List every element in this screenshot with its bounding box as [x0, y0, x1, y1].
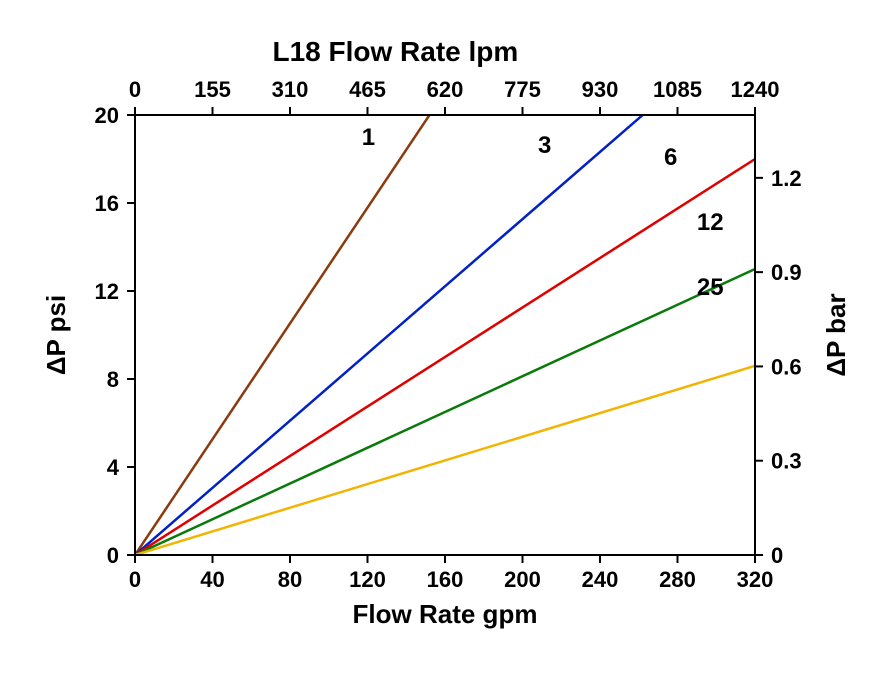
y-right-tick-label: 0 [771, 543, 783, 568]
x-tick-label: 160 [427, 567, 464, 592]
y-tick-label: 4 [107, 455, 120, 480]
x-top-tick-label: 1240 [731, 77, 780, 102]
y-tick-label: 0 [107, 543, 119, 568]
x-top-tick-label: 465 [349, 77, 386, 102]
chart-container: 04080120160200240280320Flow Rate gpm0155… [0, 0, 884, 684]
y-axis-title: ΔP psi [41, 295, 71, 375]
series-label: 12 [697, 209, 724, 236]
series-label: 3 [538, 132, 551, 159]
series-label: 1 [362, 124, 375, 151]
y-tick-label: 12 [95, 279, 119, 304]
y-right-axis-title: ΔP bar [821, 293, 851, 376]
y-tick-label: 16 [95, 191, 119, 216]
y-right-tick-label: 0.9 [771, 260, 802, 285]
y-right-tick-label: 0.6 [771, 354, 802, 379]
x-top-tick-label: 775 [504, 77, 541, 102]
x-top-tick-label: 620 [427, 77, 464, 102]
chart-svg: 04080120160200240280320Flow Rate gpm0155… [0, 0, 884, 684]
y-tick-label: 20 [95, 103, 119, 128]
x-tick-label: 0 [129, 567, 141, 592]
x-tick-label: 240 [582, 567, 619, 592]
chart-title: L18 Flow Rate lpm [272, 36, 518, 67]
x-tick-label: 200 [504, 567, 541, 592]
y-right-tick-label: 1.2 [771, 166, 802, 191]
y-tick-label: 8 [107, 367, 119, 392]
x-tick-label: 320 [737, 567, 774, 592]
x-top-tick-label: 1085 [653, 77, 702, 102]
x-tick-label: 80 [278, 567, 302, 592]
x-top-tick-label: 0 [129, 77, 141, 102]
x-axis-title: Flow Rate gpm [353, 599, 538, 629]
x-top-tick-label: 155 [194, 77, 231, 102]
y-right-tick-label: 0.3 [771, 449, 802, 474]
x-top-tick-label: 930 [582, 77, 619, 102]
series-label: 6 [664, 144, 677, 171]
x-tick-label: 280 [659, 567, 696, 592]
x-top-tick-label: 310 [272, 77, 309, 102]
x-tick-label: 40 [200, 567, 224, 592]
x-tick-label: 120 [349, 567, 386, 592]
series-label: 25 [697, 274, 724, 301]
